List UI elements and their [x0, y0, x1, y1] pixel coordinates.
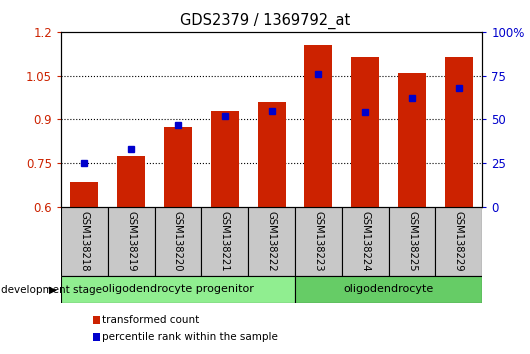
Text: GSM138223: GSM138223	[313, 211, 323, 272]
Text: GSM138224: GSM138224	[360, 211, 370, 272]
Text: GSM138219: GSM138219	[126, 211, 136, 272]
Text: GSM138220: GSM138220	[173, 211, 183, 272]
Text: GSM138225: GSM138225	[407, 211, 417, 272]
Bar	[155, 207, 201, 276]
Bar	[342, 207, 388, 276]
Bar	[304, 45, 332, 207]
Bar	[164, 127, 192, 207]
Text: ▶: ▶	[49, 285, 57, 295]
Text: GSM138222: GSM138222	[267, 211, 277, 272]
Bar	[436, 207, 482, 276]
Bar	[445, 57, 473, 207]
Bar	[351, 57, 379, 207]
Bar	[211, 111, 239, 207]
Bar	[108, 207, 155, 276]
Text: development stage: development stage	[1, 285, 102, 295]
Bar	[295, 276, 482, 303]
Bar	[117, 156, 145, 207]
Text: GSM138218: GSM138218	[80, 211, 90, 272]
Text: oligodendrocyte: oligodendrocyte	[343, 284, 434, 295]
Text: oligodendrocyte progenitor: oligodendrocyte progenitor	[102, 284, 254, 295]
Text: percentile rank within the sample: percentile rank within the sample	[102, 332, 278, 342]
Bar	[398, 73, 426, 207]
Bar	[61, 207, 108, 276]
Bar	[201, 207, 248, 276]
Bar	[70, 182, 99, 207]
Bar	[388, 207, 436, 276]
Bar	[258, 102, 286, 207]
Bar	[295, 207, 342, 276]
Text: GSM138229: GSM138229	[454, 211, 464, 272]
Bar	[248, 207, 295, 276]
Text: GSM138221: GSM138221	[220, 211, 230, 272]
Bar	[61, 276, 295, 303]
Text: transformed count: transformed count	[102, 315, 199, 325]
Text: GDS2379 / 1369792_at: GDS2379 / 1369792_at	[180, 12, 350, 29]
